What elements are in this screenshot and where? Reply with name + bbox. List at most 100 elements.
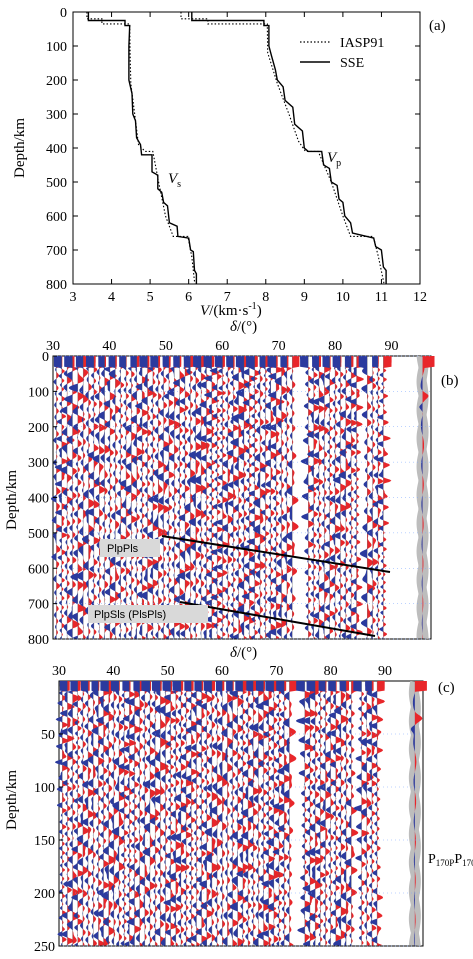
y-tick-label: 200 [34,887,55,902]
trace-negative [209,681,218,946]
x-tick-label: 8 [262,290,269,305]
x-tick-label: 90 [385,339,399,354]
trace-negative [214,356,223,639]
series-iasp91-vp [180,12,385,285]
trace-negative [349,356,357,639]
trace-positive [104,356,111,639]
trace-negative [353,681,362,946]
trace-negative [295,681,305,946]
trace-positive [155,681,162,946]
trace-negative [158,681,166,946]
plppls-callout-box [100,539,160,557]
panel-a-x-label: V/(km·s-1) [200,301,262,319]
trace-positive [340,356,348,639]
trace-positive [227,681,234,946]
series-sse-vp [191,12,387,284]
trace-negative [338,356,346,639]
series-iasp91-vs [86,12,196,285]
x-tick-label: 60 [215,339,229,354]
trace-positive [67,681,75,946]
trace-positive [351,681,359,946]
panel-b-label: (b) [441,373,459,389]
trace-negative [98,356,105,639]
trace-negative [162,356,169,639]
trace-negative [119,356,127,639]
y-tick-label: 700 [28,598,49,613]
trace-positive [356,356,365,639]
trace-negative [306,681,316,946]
series-sse-vs [87,12,198,284]
trace-positive [366,681,374,946]
trace-negative [229,681,238,946]
trace-negative [246,356,255,639]
panel-c-traces [55,681,427,947]
trace-negative [226,681,233,946]
trace-negative [209,356,218,639]
trace-positive [276,356,285,639]
trace-negative [369,681,378,946]
trace-negative [318,356,325,639]
trace-positive [72,356,81,639]
panel-a-y-ticks: 0 100 200 300 400 500 600 700 800 [46,6,420,293]
panel-a-label: (a) [429,18,446,34]
trace-positive [273,681,282,946]
trace-negative [108,681,114,946]
panel-c-x-ticks: 30 40 50 60 70 80 90 [52,664,392,679]
trace-positive [170,681,179,946]
legend-iasp91-label: IASP91 [340,36,384,51]
trace-positive [320,681,327,946]
panel-b-x-label-bottom: δ/(°) [230,645,257,661]
x-tick-label: 3 [70,290,77,305]
trace-positive [124,681,131,946]
trace-positive [233,356,240,639]
panel-c: 30 40 50 60 70 80 90 50 100 150 200 250 (c) Depth/… [4,664,473,955]
panel-a-y-label: Depth/km [12,118,28,178]
trace-positive [289,681,297,946]
panel-c-y-label: Depth/km [4,770,20,830]
trace-positive [103,681,112,946]
y-tick-label: 200 [28,421,49,436]
trace-positive [248,681,257,946]
trace-negative [306,356,314,639]
trace-positive [142,356,150,639]
trace-positive [378,356,384,639]
trace-positive [113,681,120,946]
x-tick-label: 5 [147,290,154,305]
trace-negative [59,681,68,946]
trace-positive [62,681,70,946]
trace-positive [165,681,173,946]
panel-a: 3 4 5 6 7 8 9 10 11 12 0100200300400500600700800 … [12,6,446,319]
trace-negative [70,681,78,946]
trace-positive [383,356,392,639]
trace-positive [329,356,337,639]
trace-positive [372,356,379,639]
panel-c-y-ticks: 50 100 150 200 250 [34,728,63,955]
y-tick-label: 150 [34,834,55,849]
y-tick-label: 800 [46,278,67,293]
trace-positive [335,681,343,946]
trace-negative [110,681,119,946]
trace-positive [152,356,161,639]
trace-negative [189,681,197,946]
x-tick-label: 40 [102,339,116,354]
trace-negative [241,356,250,639]
trace-negative [92,356,100,639]
trace-negative [86,356,94,639]
trace-positive [260,356,268,639]
trace-negative [183,356,191,639]
trace-positive [175,681,184,946]
trace-positive [120,356,127,639]
trace-negative [76,681,83,946]
trace-negative [300,356,309,639]
trace-negative [156,356,164,639]
trace-negative [344,681,352,946]
y-tick-label: 100 [28,385,49,400]
trace-negative [302,681,310,946]
trace-negative [139,681,145,946]
trace-negative [230,356,239,639]
trace-positive [319,356,326,639]
y-tick-label: 500 [28,527,49,542]
trace-negative [276,681,285,946]
trace-positive [186,681,194,946]
trace-negative [318,681,326,946]
